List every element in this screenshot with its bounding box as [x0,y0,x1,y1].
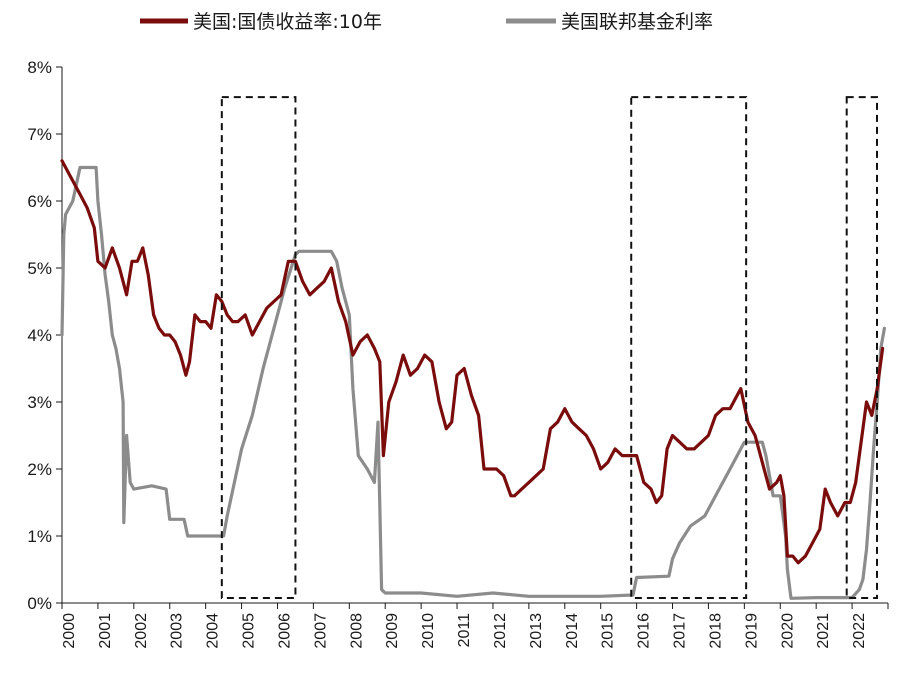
axes: 0% 1% 2% 3% 4% 5% 6% 7% 8% 2000 2001 2002 2003 2004 20… [27,58,889,649]
y-tick-label: 7% [27,125,52,144]
x-tick-label: 2013 [528,613,545,649]
x-tick-label: 2010 [420,613,437,649]
legend: 美国:国债收益率:10年 美国联邦基金利率 [140,11,713,33]
x-tick-label: 2016 [636,613,653,649]
y-tick-label: 2% [27,460,52,479]
series-line-fed-funds-rate [60,165,887,600]
y-tick-label: 8% [27,58,52,77]
x-tick-label: 2009 [384,613,401,649]
series-layer [60,159,887,600]
x-tick-label: 2020 [779,613,796,649]
legend-label-treasury-10y: 美国:国债收益率:10年 [193,11,382,33]
x-tick-label: 2006 [276,613,293,649]
series-line-treasury-10y [60,159,885,565]
x-tick-label: 2017 [672,613,689,649]
x-tick-label: 2011 [456,613,473,648]
y-tick-label: 3% [27,393,52,412]
y-tick-label: 1% [27,527,52,546]
y-tick-label: 6% [27,192,52,211]
x-tick-label: 2019 [743,613,760,649]
legend-label-fed-funds-rate: 美国联邦基金利率 [561,11,713,33]
x-tick-label: 2014 [564,613,581,649]
x-tick-label: 2021 [815,613,832,649]
x-tick-label: 2012 [492,613,509,649]
highlight-box-1 [220,96,297,600]
highlight-box-3 [845,96,879,600]
highlight-boxes [220,96,879,600]
x-tick-label: 2007 [312,613,329,649]
y-tick-label: 0% [27,594,52,613]
x-tick-label: 2022 [851,613,868,649]
x-tick-label: 2005 [241,613,258,649]
x-tick-label: 2015 [600,613,617,649]
x-tick-label: 2000 [61,613,78,649]
y-tick-label: 5% [27,259,52,278]
x-tick-label: 2001 [97,613,114,649]
x-tick-label: 2018 [707,613,724,649]
x-tick-label: 2008 [348,613,365,649]
x-tick-label: 2003 [169,613,186,649]
y-tick-label: 4% [27,326,52,345]
x-tick-label: 2002 [133,613,150,649]
x-tick-label: 2004 [205,613,222,649]
highlight-box-2 [630,96,748,600]
